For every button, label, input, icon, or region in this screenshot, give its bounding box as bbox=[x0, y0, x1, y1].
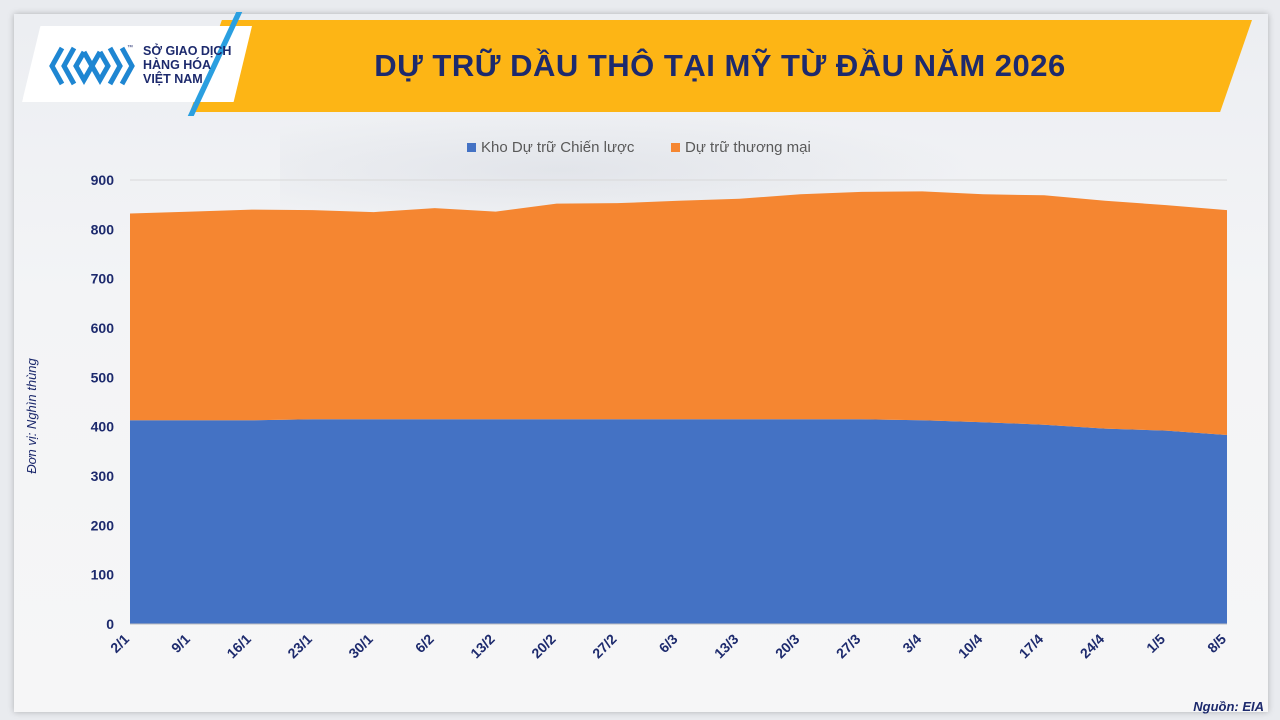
series-area-1 bbox=[130, 191, 1227, 436]
series-area-0 bbox=[130, 419, 1227, 624]
x-tick-label: 3/4 bbox=[899, 631, 924, 656]
x-tick-label: 24/4 bbox=[1077, 631, 1108, 662]
x-tick-label: 23/1 bbox=[284, 631, 315, 662]
logo-line-1: SỞ GIAO DỊCH bbox=[143, 44, 232, 58]
page-title: DỰ TRỮ DẦU THÔ TẠI MỸ TỪ ĐẦU NĂM 2026 bbox=[374, 48, 1066, 83]
y-tick-label: 800 bbox=[91, 221, 115, 237]
y-tick-label: 100 bbox=[91, 567, 115, 583]
x-tick-label: 16/1 bbox=[223, 631, 254, 662]
x-tick-label: 20/2 bbox=[528, 631, 559, 662]
x-tick-label: 8/5 bbox=[1204, 631, 1229, 656]
y-tick-label: 300 bbox=[91, 468, 115, 484]
x-tick-label: 1/5 bbox=[1143, 631, 1168, 656]
y-tick-label: 900 bbox=[91, 172, 115, 188]
y-tick-label: 700 bbox=[91, 271, 115, 287]
x-tick-label: 9/1 bbox=[168, 631, 193, 656]
x-tick-label: 30/1 bbox=[345, 631, 376, 662]
x-tick-label: 17/4 bbox=[1016, 631, 1047, 662]
y-tick-label: 400 bbox=[91, 419, 115, 435]
x-tick-label: 27/3 bbox=[833, 631, 864, 662]
x-tick-label: 13/2 bbox=[467, 631, 498, 662]
x-tick-label: 27/2 bbox=[589, 631, 620, 662]
exchange-logo-icon bbox=[49, 46, 135, 86]
y-axis-title: Đơn vị: Nghìn thùng bbox=[24, 357, 39, 473]
y-tick-label: 0 bbox=[106, 616, 114, 632]
x-tick-label: 20/3 bbox=[772, 631, 803, 662]
title-banner bbox=[190, 20, 1252, 112]
legend-label-0: Kho Dự trữ Chiến lược bbox=[481, 139, 635, 156]
y-tick-label: 500 bbox=[91, 369, 115, 385]
x-tick-label: 2/1 bbox=[107, 631, 132, 656]
logo-line-3: VIỆT NAM bbox=[143, 72, 203, 86]
logo-text: SỞ GIAO DỊCH HÀNG HÓA VIỆT NAM bbox=[143, 44, 231, 86]
legend-label-1: Dự trữ thương mại bbox=[685, 139, 811, 156]
x-tick-label: 13/3 bbox=[711, 631, 742, 662]
legend-swatch-0 bbox=[467, 143, 476, 152]
logo-line-2: HÀNG HÓA bbox=[143, 58, 212, 72]
legend-swatch-1 bbox=[671, 143, 680, 152]
x-tick-label: 6/3 bbox=[656, 631, 681, 656]
y-tick-label: 600 bbox=[91, 320, 115, 336]
y-tick-label: 200 bbox=[91, 517, 115, 533]
source-note: Nguồn: EIA bbox=[1193, 699, 1264, 714]
x-tick-label: 6/2 bbox=[412, 631, 437, 656]
x-tick-label: 10/4 bbox=[955, 631, 986, 662]
